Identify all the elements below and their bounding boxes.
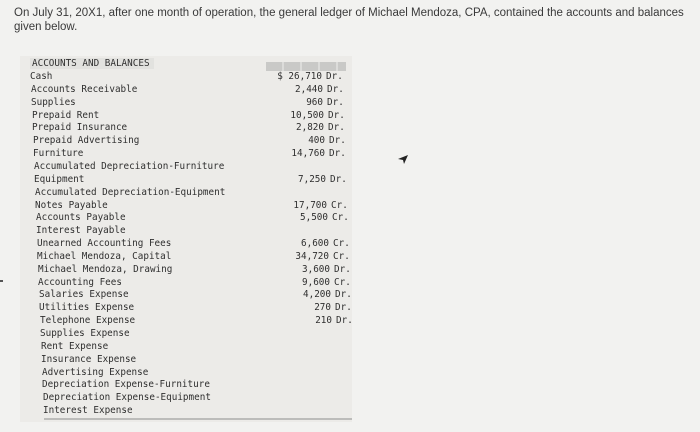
account-name: Supplies — [31, 96, 76, 108]
account-name: Depreciation Expense-Furniture — [42, 379, 210, 391]
debit-credit-marker: Dr. — [327, 83, 344, 95]
account-name: Interest Expense — [43, 405, 133, 417]
account-name: Accumulated Depreciation-Furniture — [34, 160, 225, 172]
account-name: Prepaid Advertising — [33, 135, 140, 147]
account-balance: 270 — [314, 302, 331, 314]
ledger-row: Advertising Expense — [42, 367, 362, 380]
debit-credit-marker: Dr. — [335, 289, 352, 301]
debit-credit-marker: Dr. — [336, 315, 353, 327]
account-name: Advertising Expense — [42, 366, 149, 378]
ledger-row: Prepaid Insurance 2,820 Dr. — [32, 122, 352, 135]
ledger-row: Michael Mendoza, Drawing 3,600 Dr. — [38, 264, 358, 277]
debit-credit-marker: Dr. — [329, 135, 346, 147]
account-balance: 5,500 — [300, 212, 328, 224]
ledger-row: Furniture 14,760 Dr. — [33, 148, 353, 161]
account-name: Furniture — [33, 148, 84, 160]
account-balance: 6,600 — [301, 238, 329, 250]
ledger-row: Notes Payable 17,700 Cr. — [35, 200, 355, 213]
account-name: Accounts Receivable — [31, 83, 138, 95]
problem-statement: On July 31, 20X1, after one month of ope… — [14, 7, 684, 33]
ledger-row: Interest Payable — [36, 225, 356, 238]
account-balance: 400 — [308, 135, 325, 147]
debit-credit-marker: Cr. — [332, 212, 349, 224]
account-name: Rent Expense — [41, 340, 109, 352]
account-balance: 34,720 — [295, 250, 329, 262]
ledger-row: Insurance Expense — [41, 354, 361, 367]
amount-column-header — [266, 62, 346, 71]
debit-credit-marker: Dr. — [328, 109, 345, 121]
account-balance: 7,250 — [298, 173, 326, 185]
account-name: Michael Mendoza, Capital — [37, 250, 172, 262]
ledger-row: Prepaid Rent 10,500 Dr. — [32, 110, 352, 123]
account-name: Unearned Accounting Fees — [37, 238, 172, 250]
account-name: Equipment — [34, 173, 85, 185]
debit-credit-marker: Dr. — [335, 302, 352, 314]
ledger-row: Michael Mendoza, Capital 34,720 Cr. — [37, 251, 357, 264]
debit-credit-marker: Dr. — [330, 173, 347, 185]
ledger-row: Rent Expense — [41, 341, 361, 354]
account-name: Accounting Fees — [38, 276, 122, 288]
ledger-row: Supplies Expense — [40, 328, 360, 341]
account-name: Utilities Expense — [39, 302, 135, 314]
account-name: Prepaid Insurance — [32, 122, 128, 134]
ledger-row: Unearned Accounting Fees 6,600 Cr. — [37, 238, 357, 251]
ledger-row: Salaries Expense 4,200 Dr. — [39, 289, 359, 302]
debit-credit-marker: Cr. — [333, 238, 350, 250]
account-name: Insurance Expense — [41, 353, 137, 365]
account-balance: 9,600 — [302, 276, 330, 288]
ledger-row: Accumulated Depreciation-Furniture — [34, 161, 354, 174]
ledger-row: Cash $ 26,710 Dr. — [30, 71, 350, 84]
ledger-row: Accumulated Depreciation-Equipment — [35, 187, 355, 200]
account-name: Accumulated Depreciation-Equipment — [35, 186, 226, 198]
account-name: Interest Payable — [36, 225, 126, 237]
debit-credit-marker: Dr. — [328, 122, 345, 134]
account-name: Salaries Expense — [39, 289, 129, 301]
account-name: Notes Payable — [35, 199, 108, 211]
ledger-row: Equipment 7,250 Dr. — [34, 174, 354, 187]
ledger-row: Supplies 960 Dr. — [31, 97, 351, 110]
account-name: Supplies Expense — [40, 328, 130, 339]
page-edge-mark — [0, 280, 3, 282]
account-name: Michael Mendoza, Drawing — [38, 263, 173, 275]
ledger-row: Depreciation Expense-Furniture — [42, 379, 362, 392]
account-balance: 210 — [315, 315, 332, 327]
account-balance: 2,440 — [295, 83, 323, 95]
account-name: Depreciation Expense-Equipment — [43, 392, 211, 404]
account-balance: 14,760 — [291, 148, 325, 160]
cursor-icon — [398, 155, 408, 164]
account-name: Telephone Expense — [40, 315, 136, 327]
account-balance: 10,500 — [290, 109, 324, 121]
account-balance: 4,200 — [303, 289, 331, 301]
account-balance: 17,700 — [293, 199, 327, 211]
account-balance: 2,820 — [296, 122, 324, 134]
account-name: Prepaid Rent — [32, 109, 100, 121]
debit-credit-marker: Cr. — [331, 199, 348, 211]
ledger-bottom-rule — [44, 418, 352, 420]
ledger-row: Prepaid Advertising 400 Dr. — [33, 135, 353, 148]
account-balance: 3,600 — [302, 263, 330, 275]
account-name: Accounts Payable — [36, 212, 126, 224]
ledger-title: ACCOUNTS AND BALANCES — [30, 58, 154, 69]
account-balance: 960 — [306, 96, 323, 108]
debit-credit-marker: Dr. — [327, 96, 344, 108]
debit-credit-marker: Dr. — [329, 148, 346, 160]
debit-credit-marker: Cr. — [333, 250, 350, 262]
debit-credit-marker: Dr. — [326, 71, 343, 82]
account-name: Cash — [30, 71, 53, 82]
ledger-row: Accounts Receivable 2,440 Dr. — [31, 84, 351, 97]
ledger-row: Telephone Expense 210 Dr. — [40, 315, 360, 328]
ledger-row: Utilities Expense 270 Dr. — [39, 302, 359, 315]
ledger-row: Accounts Payable 5,500 Cr. — [36, 212, 356, 225]
ledger-sheet — [20, 56, 352, 422]
debit-credit-marker: Cr. — [334, 276, 351, 288]
account-balance: $ 26,710 — [277, 71, 322, 82]
debit-credit-marker: Dr. — [334, 263, 351, 275]
ledger-row: Accounting Fees 9,600 Cr. — [38, 277, 358, 290]
ledger-row: Depreciation Expense-Equipment — [43, 392, 363, 405]
ledger-row: Interest Expense — [43, 405, 363, 418]
